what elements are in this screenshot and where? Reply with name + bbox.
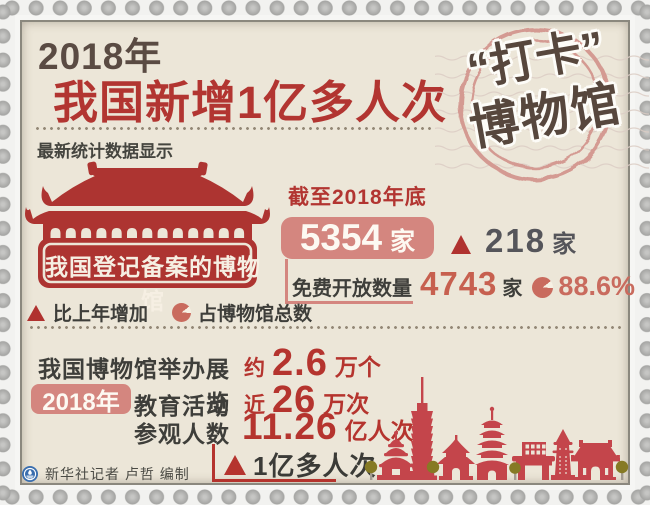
row-label-education: 教育活动 xyxy=(134,393,230,419)
perforation-left xyxy=(0,0,17,505)
perforation-bottom xyxy=(0,488,650,505)
connector-bracket xyxy=(285,259,413,304)
subtitle: 最新统计数据显示 xyxy=(37,142,173,161)
triangle-up-icon xyxy=(224,454,246,475)
total-museums-unit: 家 xyxy=(390,228,416,256)
free-admission-unit: 家 xyxy=(502,278,523,300)
museum-banner-label: 我国登记备案的博物馆 xyxy=(45,254,261,314)
page-title: 我国新增1亿多人次 xyxy=(53,77,448,128)
title-year: 2018年 xyxy=(38,36,163,77)
visitors-increase-label: 1亿多人次 xyxy=(253,451,377,481)
unit: 万个 xyxy=(334,354,381,380)
unit: 亿人次 xyxy=(344,418,414,444)
row-values-education: 近 26 万次 xyxy=(244,379,369,422)
dotted-divider-top xyxy=(36,127,432,130)
row-values-exhibitions: 约 2.6 万个 xyxy=(244,342,381,385)
row-label-exhibitions: 我国博物馆举办展览 xyxy=(38,356,230,416)
value: 11.26 xyxy=(242,406,338,447)
free-admission-value: 4743 xyxy=(420,265,498,302)
value: 26 xyxy=(272,379,317,421)
palace-illustration xyxy=(25,161,270,288)
dotted-divider-middle xyxy=(30,326,622,329)
credit-text: 新华社记者 卢哲 编制 xyxy=(45,466,190,482)
legend: 比上年增加 占博物馆总数 xyxy=(27,299,312,326)
as-of-label: 截至2018年底 xyxy=(288,186,427,209)
increase-value: 218 xyxy=(485,222,547,259)
value: 2.6 xyxy=(272,342,328,384)
triangle-up-icon xyxy=(451,234,471,254)
museum-banner xyxy=(38,238,257,288)
credit-line: 新华社记者 卢哲 编制 xyxy=(22,464,190,484)
pie-icon xyxy=(172,303,192,322)
year-badge: 2018年 xyxy=(31,384,131,416)
row-label-visitors: 参观人数 xyxy=(134,421,230,447)
total-museums-value: 5354 xyxy=(299,217,383,258)
landmark-skyline-illustration xyxy=(364,377,629,480)
xinhua-logo-icon xyxy=(22,466,38,482)
pie-icon xyxy=(532,276,554,298)
row-values-visitors: 11.26 亿人次 xyxy=(242,406,414,448)
seal-rings-illustration xyxy=(435,27,649,181)
legend-increase-label: 比上年增加 xyxy=(53,304,149,325)
unit: 万次 xyxy=(323,391,370,417)
visitors-increase-annotation: 1亿多人次 xyxy=(224,446,376,483)
total-museums-box: 5354 家 xyxy=(281,217,434,259)
qualifier: 近 xyxy=(244,394,265,417)
increase-unit: 家 xyxy=(552,231,577,258)
legend-share-label: 占博物馆总数 xyxy=(198,304,313,325)
qualifier: 约 xyxy=(244,357,265,380)
free-admission-label: 免费开放数量 xyxy=(292,278,412,300)
increase-row: 218 家 xyxy=(451,222,576,260)
triangle-up-icon xyxy=(27,304,45,321)
guilloche-lines xyxy=(435,55,649,169)
free-admission-row: 免费开放数量 4743 家 88.6% xyxy=(292,265,635,303)
free-admission-percent: 88.6% xyxy=(558,271,635,301)
annotation-bracket xyxy=(212,444,336,482)
